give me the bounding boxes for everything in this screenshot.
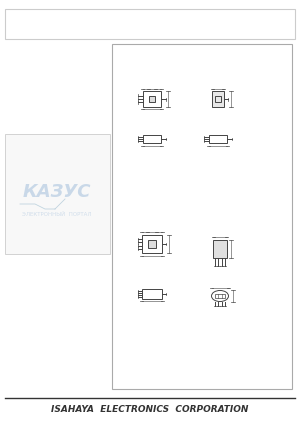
Text: ISAHAYA  ELECTRONICS  CORPORATION: ISAHAYA ELECTRONICS CORPORATION xyxy=(51,404,249,413)
Bar xyxy=(142,234,162,254)
Bar xyxy=(214,95,221,103)
Bar xyxy=(143,91,161,107)
Bar xyxy=(143,135,161,143)
Bar xyxy=(213,240,227,258)
Ellipse shape xyxy=(212,290,229,301)
Bar xyxy=(209,135,227,143)
Bar xyxy=(148,240,156,248)
Bar xyxy=(112,44,292,389)
Text: КАЗУС: КАЗУС xyxy=(23,183,91,201)
Bar xyxy=(212,91,224,107)
Bar xyxy=(5,134,110,254)
Text: ЭЛЕКТРОННЫЙ  ПОРТАЛ: ЭЛЕКТРОННЫЙ ПОРТАЛ xyxy=(22,212,92,217)
Bar xyxy=(148,96,155,102)
Bar xyxy=(142,289,162,298)
Bar xyxy=(215,294,225,298)
Bar xyxy=(5,9,295,39)
